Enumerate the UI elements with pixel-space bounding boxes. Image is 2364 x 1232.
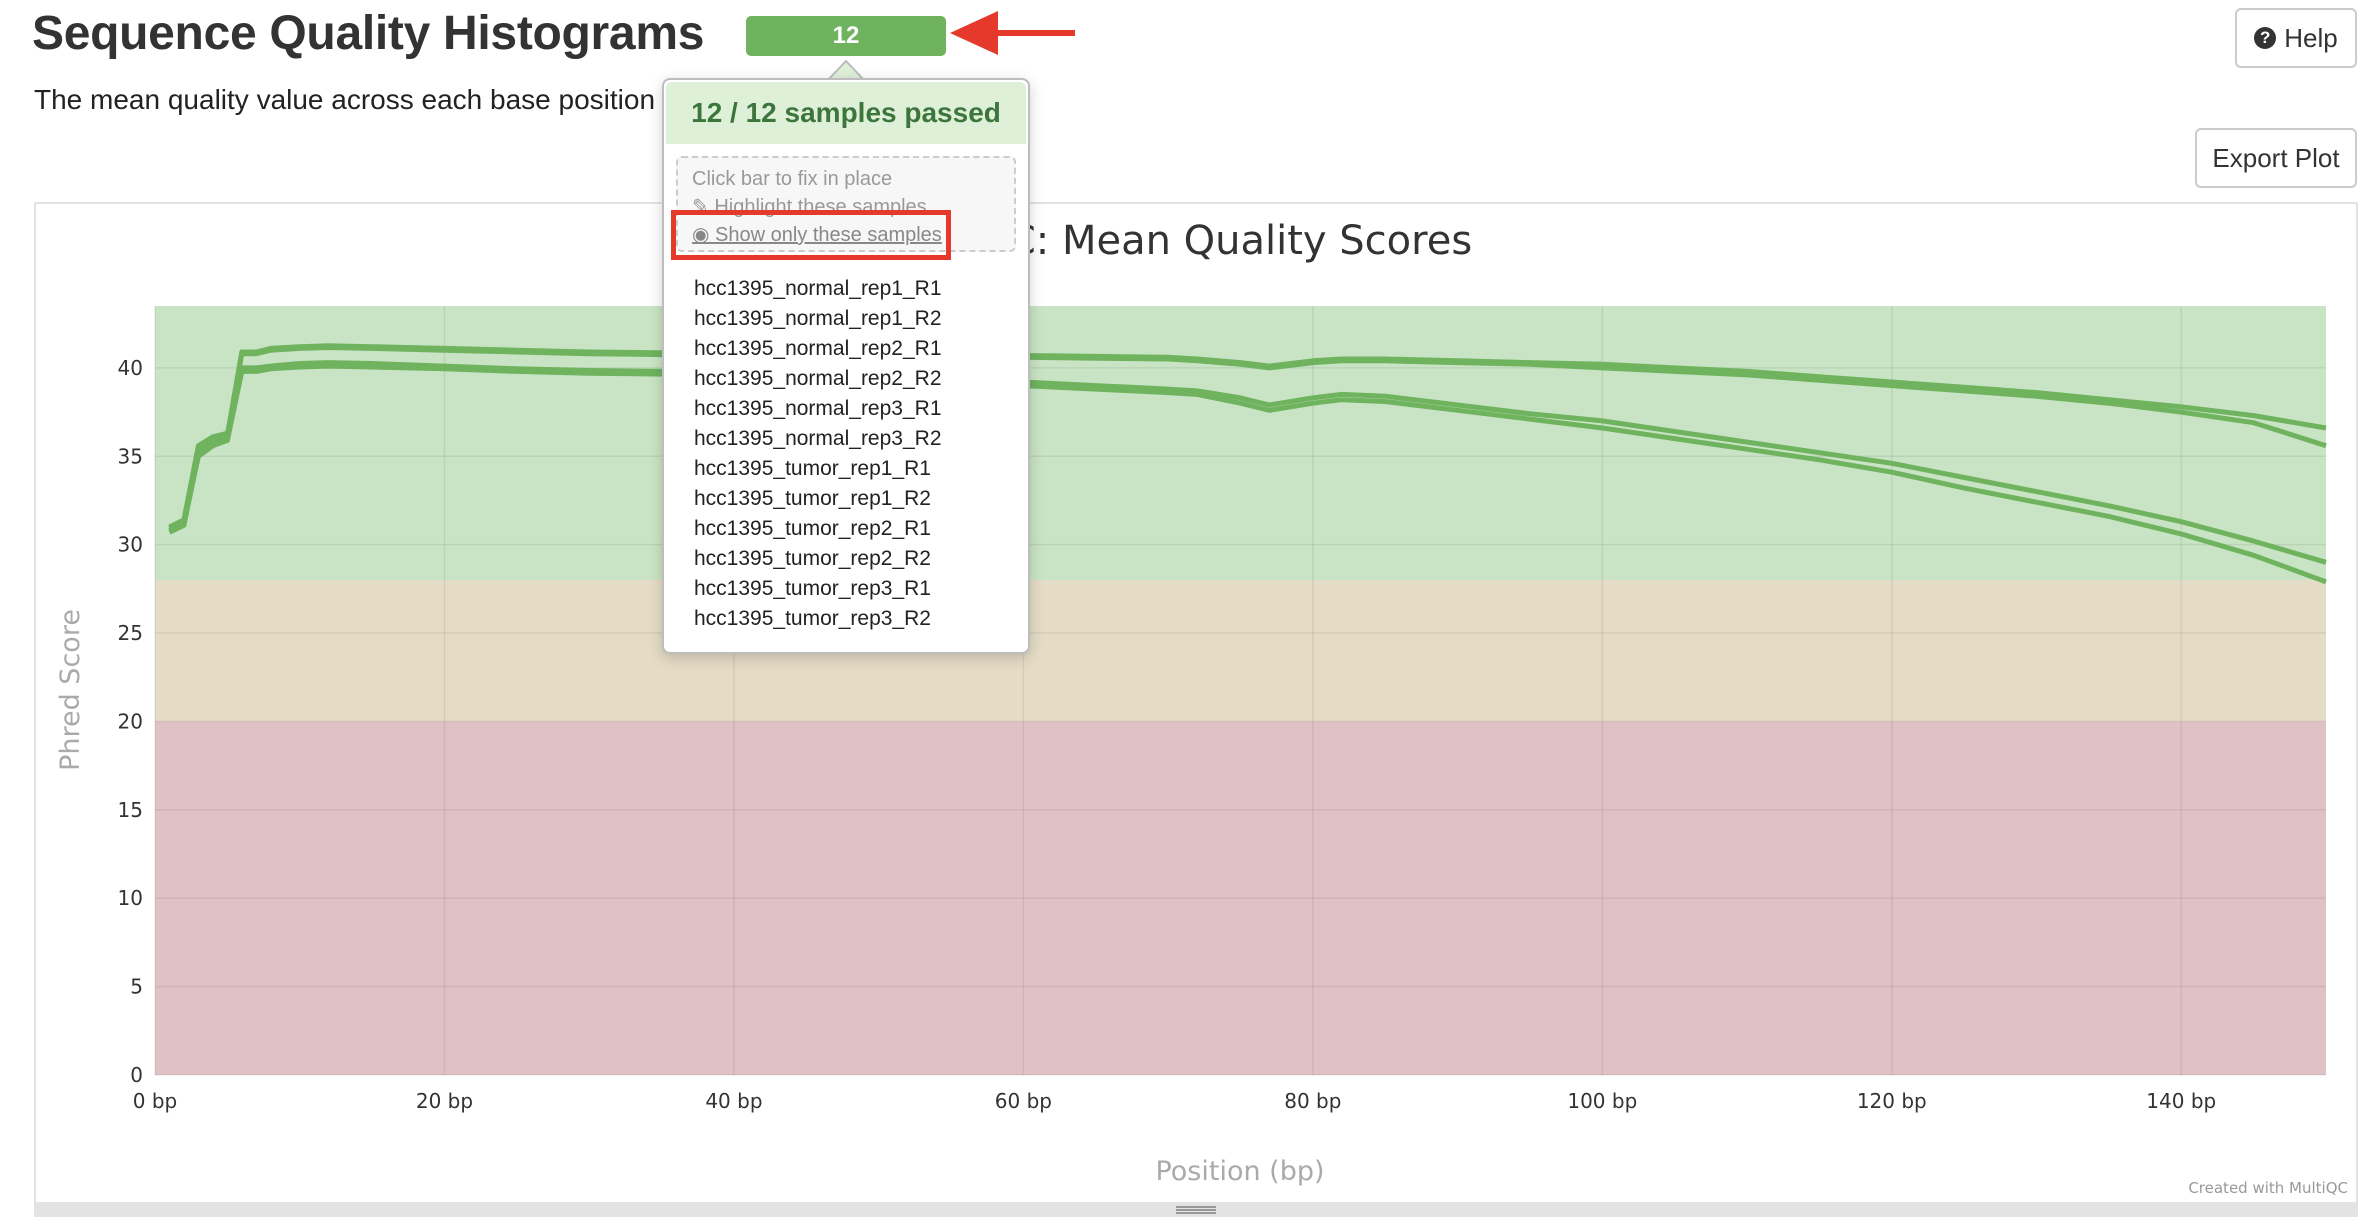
y-tick-label: 0 <box>130 1063 143 1087</box>
list-item: hcc1395_normal_rep3_R1 <box>694 397 942 420</box>
sample-status-bar[interactable]: 12 <box>746 16 946 56</box>
y-tick-label: 25 <box>118 621 143 645</box>
export-plot-button[interactable]: Export Plot <box>2195 128 2357 188</box>
annotation-highlight-box <box>671 210 951 260</box>
zone-fail <box>155 721 2326 1075</box>
list-item: hcc1395_normal_rep1_R2 <box>694 307 942 330</box>
popover-hint: Click bar to fix in place <box>692 168 893 190</box>
section-description: The mean quality value across each base … <box>34 84 656 115</box>
help-button[interactable]: ? Help <box>2235 8 2357 68</box>
y-tick-label: 10 <box>118 886 143 910</box>
zone-warning <box>155 580 2326 722</box>
series-line-3[interactable] <box>168 360 2327 565</box>
x-tick-label: 40 bp <box>705 1089 762 1113</box>
question-circle-icon: ? <box>2254 27 2277 49</box>
list-item: hcc1395_tumor_rep1_R2 <box>694 487 931 510</box>
list-item: hcc1395_tumor_rep2_R2 <box>694 547 931 570</box>
series-line-4[interactable] <box>168 363 2327 585</box>
list-item: hcc1395_normal_rep2_R2 <box>694 367 942 390</box>
annotation-arrow <box>950 11 1075 55</box>
y-tick-label: 5 <box>130 975 143 999</box>
y-axis-label: Phred Score <box>55 609 86 771</box>
y-tick-label: 30 <box>118 533 143 557</box>
x-tick-label: 80 bp <box>1284 1089 1341 1113</box>
x-tick-label: 100 bp <box>1567 1089 1637 1113</box>
list-item: hcc1395_tumor_rep1_R1 <box>694 457 931 480</box>
x-axis-label: Position (bp) <box>1155 1156 1324 1187</box>
grip-icon <box>1176 1206 1216 1214</box>
sample-list: hcc1395_normal_rep1_R1 hcc1395_normal_re… <box>694 274 942 634</box>
y-tick-label: 15 <box>118 798 143 822</box>
list-item: hcc1395_normal_rep2_R1 <box>694 337 942 360</box>
x-tick-label: 140 bp <box>2146 1089 2216 1113</box>
sample-status-popover: 12 / 12 samples passed Click bar to fix … <box>662 78 1030 654</box>
list-item: hcc1395_tumor_rep3_R1 <box>694 577 931 600</box>
list-item: hcc1395_tumor_rep2_R1 <box>694 517 931 540</box>
list-item: hcc1395_tumor_rep3_R2 <box>694 607 931 630</box>
popover-header: 12 / 12 samples passed <box>666 82 1026 144</box>
eye-icon: ◉ <box>692 224 710 246</box>
chart-title: C: Mean Quality Scores <box>1008 218 1472 264</box>
x-tick-label: 60 bp <box>995 1089 1052 1113</box>
status-count: 12 <box>832 22 860 49</box>
show-only-samples-link[interactable]: ◉ Show only these samples <box>692 224 942 246</box>
list-item: hcc1395_normal_rep1_R1 <box>694 277 942 300</box>
x-tick-label: 120 bp <box>1857 1089 1927 1113</box>
list-item: hcc1395_normal_rep3_R2 <box>694 427 942 450</box>
x-tick-label: 20 bp <box>416 1089 473 1113</box>
page-title: Sequence Quality Histograms <box>32 7 705 60</box>
help-button-label: Help <box>2284 22 2338 53</box>
x-tick-label: 0 bp <box>133 1089 177 1113</box>
y-tick-label: 35 <box>118 444 143 468</box>
popover-caret <box>828 60 864 80</box>
y-tick-label: 20 <box>118 709 143 733</box>
y-tick-label: 40 <box>118 356 143 380</box>
multiqc-credit[interactable]: Created with MultiQC <box>2188 1179 2348 1197</box>
series-line-2[interactable] <box>168 345 2327 535</box>
